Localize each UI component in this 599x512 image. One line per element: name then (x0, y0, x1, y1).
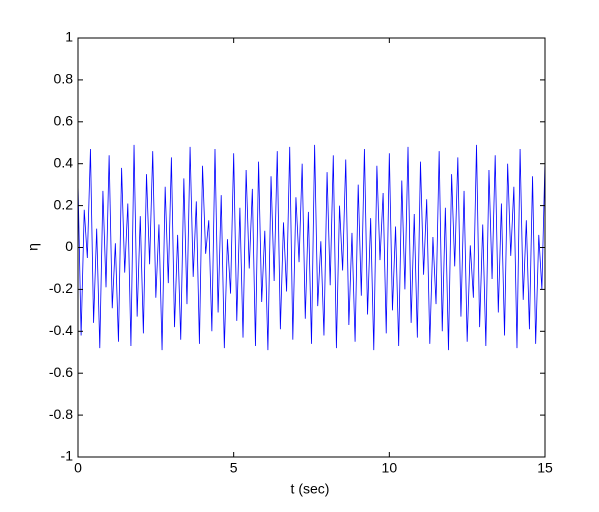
y-tick-label: 0.2 (54, 196, 74, 212)
x-axis-label: t (sec) (291, 481, 330, 497)
y-tick-label: 0.6 (54, 113, 74, 129)
y-tick-label: 0.8 (54, 71, 74, 87)
signal-line (77, 144, 546, 351)
y-tick-label: 0 (65, 238, 73, 254)
x-tick-label: 0 (74, 460, 82, 476)
x-tick-label: 5 (230, 460, 238, 476)
x-tick-label: 10 (382, 460, 398, 476)
y-tick-label: -0.6 (49, 364, 73, 380)
plot-frame (77, 37, 546, 458)
y-tick-label: -0.2 (49, 280, 73, 296)
y-tick-label: -1 (61, 448, 74, 464)
x-tick-label: 15 (537, 460, 553, 476)
y-tick-label: 1 (65, 29, 73, 45)
y-tick-label: 0.4 (54, 154, 74, 170)
y-tick-label: -0.4 (49, 322, 73, 338)
y-axis-label: η (25, 243, 41, 251)
y-tick-label: -0.8 (49, 406, 73, 422)
